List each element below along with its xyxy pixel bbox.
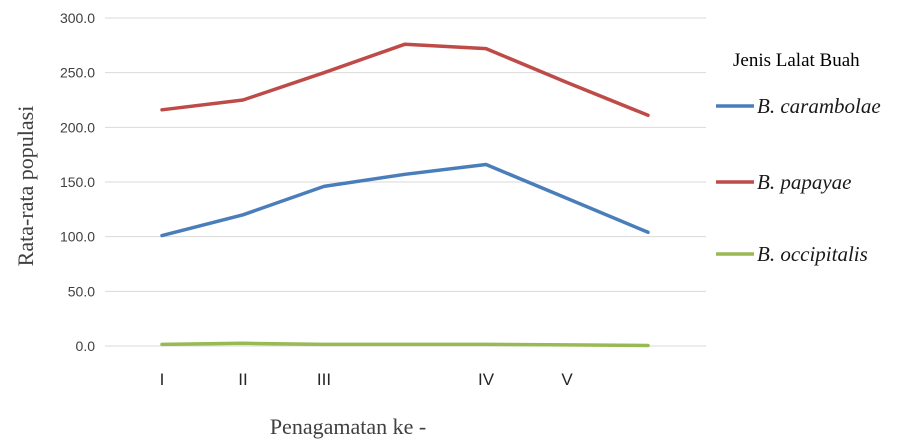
gridlines: [105, 17, 706, 347]
series-line: [160, 42, 650, 118]
y-axis-label: Rata-rata populasi: [13, 106, 38, 267]
legend-title: Jenis Lalat Buah: [733, 50, 860, 71]
series-lines: [160, 42, 650, 348]
x-tick-label: V: [561, 370, 573, 389]
y-tick-label: 0.0: [76, 338, 96, 354]
x-tick-label: III: [317, 370, 331, 389]
series-line: [160, 341, 650, 348]
x-tick-label: IV: [478, 370, 495, 389]
y-tick-label: 300.0: [60, 10, 95, 26]
legend: Jenis Lalat Buah B. carambolae B. papayae…: [716, 50, 881, 266]
legend-item-label: B. carambolae: [757, 94, 881, 118]
y-axis-ticks: 0.0 50.0 100.0 150.0 200.0 250.0 300.0: [60, 10, 95, 354]
y-tick-label: 150.0: [60, 174, 95, 190]
legend-item-label: B. papayae: [757, 170, 851, 194]
legend-item-label: B. occipitalis: [757, 242, 868, 266]
series-line: [160, 162, 650, 238]
y-tick-label: 50.0: [68, 283, 95, 299]
y-tick-label: 250.0: [60, 65, 95, 81]
y-tick-label: 100.0: [60, 229, 95, 245]
y-tick-label: 200.0: [60, 119, 95, 135]
x-axis-ticks: I II III IV V: [160, 370, 574, 389]
x-tick-label: I: [160, 370, 165, 389]
x-tick-label: II: [238, 370, 247, 389]
x-axis-label: Penagamatan ke -: [270, 414, 426, 439]
